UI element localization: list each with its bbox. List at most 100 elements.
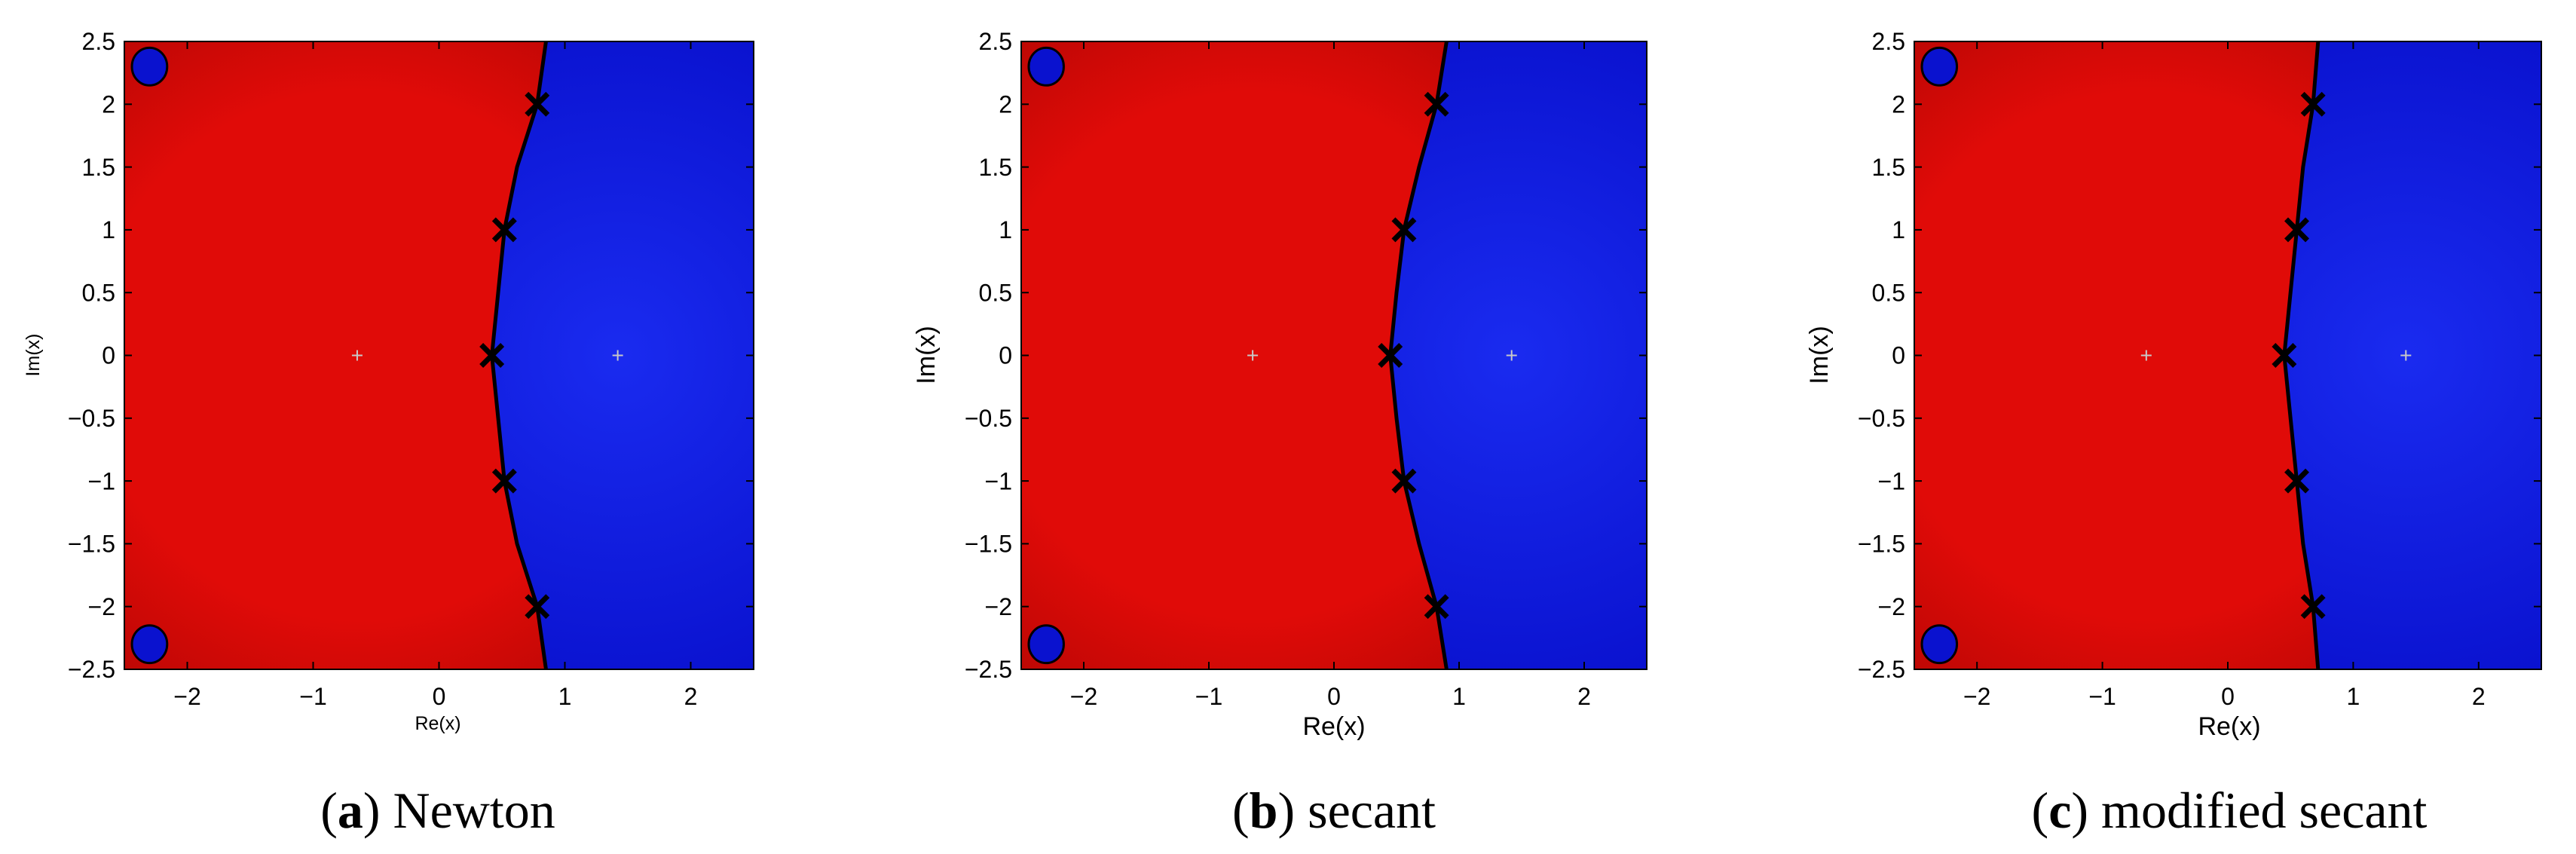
boundary-cross [2300, 91, 2326, 117]
boundary-cross [479, 343, 505, 368]
y-tick-label: −1 [88, 467, 115, 494]
boundary-cross [525, 91, 550, 117]
corner-blob-bottom [1027, 624, 1065, 665]
y-tick-label: 1 [1892, 216, 1905, 243]
x-tick-label: 1 [1452, 683, 1466, 710]
root-marker [2140, 350, 2152, 361]
x-tick-label: −2 [173, 683, 200, 710]
x-tick-label: −1 [1195, 683, 1222, 710]
corner-blob-bottom [1920, 624, 1959, 665]
panel-b: −2 −1 0 1 2 2.5 2 1.5 1 0.5 0 −0.5 −1 −1.5 −2 −2.5 Re(x… [912, 28, 1647, 839]
y-tick-label: −1.5 [68, 531, 115, 558]
root-marker [1506, 350, 1517, 361]
x-tick-label: −1 [299, 683, 326, 710]
boundary-cross [1424, 91, 1449, 117]
y-tick-label: 0 [999, 342, 1012, 369]
x-tick-label: 0 [1327, 683, 1341, 710]
caption-letter-b: b [1250, 782, 1278, 839]
y-tick-label: 2.5 [979, 28, 1012, 55]
axes-c: −2 −1 0 1 2 2.5 2 1.5 1 0.5 0 −0.5 −1 −1.5 −2 −2.5 [1858, 28, 2542, 710]
y-tick-label: −2 [88, 593, 115, 620]
root-marker [2400, 350, 2412, 361]
axes-a: −2 −1 0 1 2 2.5 2 1.5 1 0.5 0 −0.5 −1 −1.5 −2 −2.5 [68, 28, 754, 710]
axes-b: −2 −1 0 1 2 2.5 2 1.5 1 0.5 0 −0.5 −1 −1.5 −2 −2.5 [965, 28, 1647, 710]
caption-title-b: secant [1308, 782, 1436, 839]
xlabel-a: Re(x) [415, 713, 460, 734]
panel-c: −2 −1 0 1 2 2.5 2 1.5 1 0.5 0 −0.5 −1 −1.5 −2 −2.5 Re(x… [1805, 28, 2542, 839]
y-tick-label: 1.5 [1872, 154, 1905, 181]
y-tick-label: −2.5 [68, 656, 115, 683]
root-marker [1247, 350, 1259, 361]
plot-area-c [1914, 41, 2541, 669]
caption-letter-c: c [2048, 782, 2071, 839]
plot-area-b [1021, 41, 1647, 669]
panel-a: −2 −1 0 1 2 2.5 2 1.5 1 0.5 0 −0.5 −1 −1.5 −2 −2.5 Re(x… [23, 28, 754, 839]
y-tick-label: −2 [985, 593, 1012, 620]
caption-title-c: modified secant [2101, 782, 2428, 839]
boundary-cross [2284, 217, 2309, 243]
x-tick-label: −2 [1070, 683, 1097, 710]
xlabel-c: Re(x) [2198, 712, 2260, 741]
y-tick-label: −2.5 [965, 656, 1012, 683]
x-tick-label: −2 [1963, 683, 1990, 710]
boundary-cross [1391, 217, 1417, 243]
y-tick-label: 1 [999, 216, 1012, 243]
corner-blob-top [1920, 46, 1959, 87]
y-tick-label: −2 [1878, 593, 1905, 620]
boundary-cross [1378, 343, 1403, 368]
boundary-cross [2300, 594, 2326, 620]
basin-blue [2284, 41, 2541, 669]
boundary-cross [2272, 343, 2297, 368]
y-tick-label: −1.5 [1858, 531, 1905, 558]
y-tick-label: 2.5 [1872, 28, 1905, 55]
basin-blue [491, 41, 754, 669]
x-tick-label: 2 [684, 683, 698, 710]
ylabel-c: Im(x) [1805, 326, 1834, 384]
y-tick-label: 0.5 [1872, 279, 1905, 306]
y-tick-label: −0.5 [965, 405, 1012, 432]
y-tick-label: −0.5 [68, 405, 115, 432]
y-tick-label: 1.5 [979, 154, 1012, 181]
x-tick-label: 2 [2472, 683, 2486, 710]
boundary-cross [491, 217, 517, 243]
y-tick-label: 0 [1892, 342, 1905, 369]
y-tick-label: −1.5 [965, 531, 1012, 558]
corner-blob-top [130, 46, 169, 87]
caption-letter-a: a [338, 782, 363, 839]
ylabel-b: Im(x) [912, 326, 941, 384]
boundary-cross [1391, 468, 1417, 494]
xlabel-b: Re(x) [1302, 712, 1365, 741]
y-tick-label: 2 [1892, 91, 1905, 118]
x-tick-label: −1 [2088, 683, 2116, 710]
plot-area-a [124, 41, 754, 669]
caption-a: (a) Newton [320, 782, 555, 839]
root-marker [612, 350, 623, 361]
y-tick-label: 2 [999, 91, 1012, 118]
ylabel-a: Im(x) [23, 334, 44, 377]
boundary-cross [1424, 594, 1449, 620]
x-tick-label: 0 [433, 683, 446, 710]
y-tick-label: 2 [102, 91, 115, 118]
corner-blob-bottom [130, 624, 169, 665]
y-tick-label: 0.5 [979, 279, 1012, 306]
y-tick-label: −1 [1878, 467, 1905, 494]
x-tick-label: 1 [2347, 683, 2360, 710]
root-marker [351, 350, 363, 361]
y-tick-label: 2.5 [82, 28, 115, 55]
y-tick-label: −1 [985, 467, 1012, 494]
y-tick-label: −2.5 [1858, 656, 1905, 683]
x-tick-label: 0 [2221, 683, 2235, 710]
boundary-cross [2284, 468, 2309, 494]
caption-title-a: Newton [393, 782, 555, 839]
basin-blue [1390, 41, 1647, 669]
y-tick-label: 0.5 [82, 279, 115, 306]
y-tick-label: −0.5 [1858, 405, 1905, 432]
corner-blob-top [1027, 46, 1065, 87]
x-tick-label: 2 [1577, 683, 1591, 710]
x-tick-label: 1 [558, 683, 572, 710]
boundary-cross [491, 468, 517, 494]
caption-c: (c) modified secant [2032, 782, 2428, 839]
y-tick-label: 1 [102, 216, 115, 243]
y-tick-label: 1.5 [82, 154, 115, 181]
